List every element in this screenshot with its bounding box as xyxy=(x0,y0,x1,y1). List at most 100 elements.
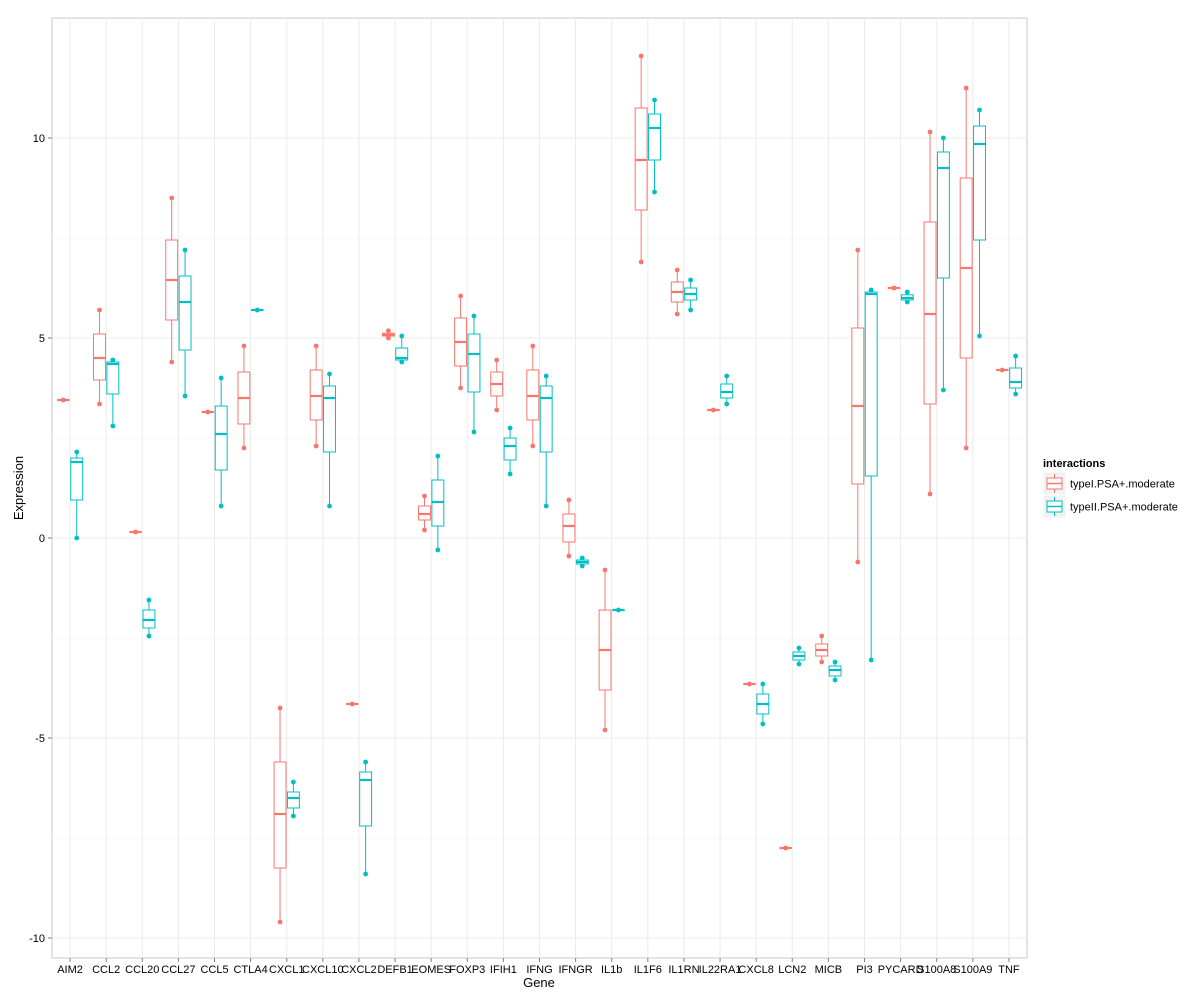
data-point xyxy=(494,407,500,413)
box-PI3 xyxy=(864,287,878,663)
data-point xyxy=(494,357,500,363)
data-point xyxy=(927,129,933,135)
box-iqr xyxy=(1009,367,1023,389)
box-IFNG xyxy=(526,343,540,449)
box-LCN2 xyxy=(792,645,806,667)
data-point xyxy=(543,373,549,379)
data-point xyxy=(724,373,730,379)
data-point xyxy=(399,359,405,365)
box-MICB xyxy=(828,659,842,683)
x-tick-label: CTLA4 xyxy=(233,964,267,976)
data-point xyxy=(579,563,585,569)
x-tick-label: DEFB1 xyxy=(377,964,412,976)
box-IL1RN xyxy=(670,267,684,317)
box-iqr xyxy=(936,151,950,279)
x-tick-label: CXCL10 xyxy=(302,964,344,976)
data-point xyxy=(783,845,788,851)
data-point xyxy=(291,813,296,819)
data-point xyxy=(616,607,621,613)
x-axis: AIM2 CCL2 CCL20 CCL27 CCL5 CTLA4 CXCL1CXCL10CX… xyxy=(57,958,1020,976)
data-point xyxy=(855,247,861,253)
data-point xyxy=(422,527,427,533)
data-point xyxy=(963,85,969,91)
box-AIM2 xyxy=(70,449,84,541)
x-tick-label: S100A8 xyxy=(917,964,956,976)
box-S100A9 xyxy=(959,85,973,451)
box-CCL20 xyxy=(129,529,143,535)
data-point xyxy=(363,871,369,877)
box-iqr xyxy=(70,457,84,501)
data-point xyxy=(74,535,80,541)
box-IL22RA1 xyxy=(720,373,734,407)
box-IL1F6 xyxy=(634,53,648,265)
data-point xyxy=(471,313,477,319)
data-point xyxy=(530,343,536,349)
box-S100A9 xyxy=(973,107,986,339)
box-IFIH1 xyxy=(503,425,517,477)
data-point xyxy=(507,471,513,477)
data-point xyxy=(169,359,175,365)
box-PYCARD xyxy=(887,285,901,291)
data-point xyxy=(110,357,116,363)
data-point xyxy=(927,491,933,497)
data-point xyxy=(435,547,441,553)
box-S100A8 xyxy=(923,129,937,497)
x-tick-label: MICB xyxy=(815,964,843,976)
x-tick-label: CCL20 xyxy=(125,964,159,976)
data-point xyxy=(868,287,874,293)
data-point xyxy=(218,375,224,381)
data-point xyxy=(688,277,694,283)
series-typeI.PSA+.moderate xyxy=(56,53,1009,925)
data-point xyxy=(277,919,283,925)
data-point xyxy=(674,267,680,273)
box-FOXP3 xyxy=(454,293,468,391)
data-point xyxy=(579,555,585,561)
data-point xyxy=(796,645,802,651)
box-DEFB1 xyxy=(381,328,395,341)
data-point xyxy=(674,311,680,317)
legend-title: interactions xyxy=(1043,458,1105,470)
box-IL1b xyxy=(598,567,612,733)
data-point xyxy=(74,449,80,455)
x-tick-label: AIM2 xyxy=(57,964,83,976)
data-point xyxy=(133,529,138,535)
data-point xyxy=(602,727,608,733)
data-point xyxy=(963,445,969,451)
legend-label: typeI.PSA+.moderate xyxy=(1070,479,1175,491)
x-tick-label: CCL27 xyxy=(161,964,195,976)
box-CXCL8 xyxy=(743,681,756,687)
box-S100A8 xyxy=(936,135,950,393)
data-point xyxy=(999,367,1005,373)
data-point xyxy=(146,633,152,639)
x-tick-label: CXCL8 xyxy=(738,964,773,976)
data-point xyxy=(205,409,211,415)
y-tick-label: 5 xyxy=(39,333,45,345)
data-point xyxy=(891,285,897,291)
box-PYCARD xyxy=(900,289,914,305)
box-CCL2 xyxy=(93,307,106,407)
data-point xyxy=(422,493,427,499)
data-point xyxy=(602,567,608,573)
data-point xyxy=(941,135,946,141)
data-point xyxy=(832,677,838,683)
data-point xyxy=(471,429,477,435)
data-point xyxy=(313,343,319,349)
data-point xyxy=(110,423,116,429)
data-point xyxy=(904,299,910,305)
x-tick-label: PYCARD xyxy=(878,964,924,976)
data-point xyxy=(652,97,657,103)
legend-item: typeI.PSA+.moderate xyxy=(1042,471,1175,496)
data-point xyxy=(652,189,657,195)
data-point xyxy=(363,759,369,765)
box-TNF xyxy=(1009,353,1023,397)
data-point xyxy=(747,681,752,687)
data-point xyxy=(1013,391,1019,397)
box-EOMES xyxy=(418,493,431,533)
box-iqr xyxy=(648,113,661,161)
box-CXCL10 xyxy=(309,343,323,449)
box-LCN2 xyxy=(779,845,793,851)
box-IFNG xyxy=(539,373,553,509)
data-point xyxy=(566,553,572,559)
x-tick-label: IFNG xyxy=(526,964,552,976)
x-tick-label: PI3 xyxy=(856,964,873,976)
